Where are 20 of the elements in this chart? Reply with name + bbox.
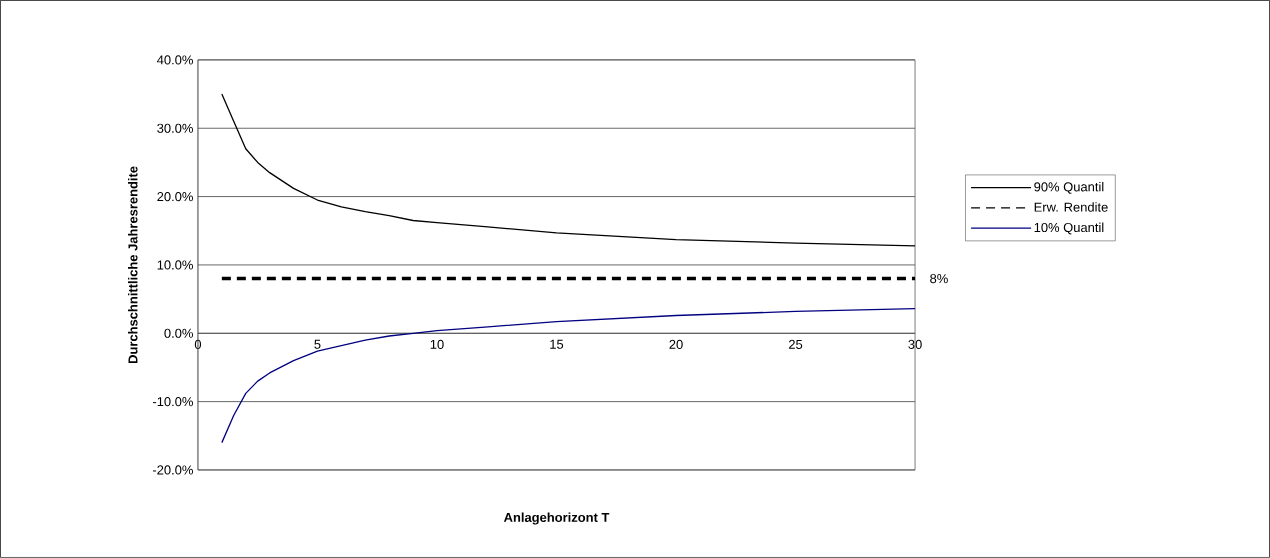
y-tick-label: 30.0% <box>157 123 193 133</box>
y-tick-label: 0.0% <box>164 328 193 338</box>
x-tick-label: 25 <box>788 339 803 350</box>
x-tick-label: 5 <box>314 339 321 349</box>
y-tick-label: -10.0% <box>152 397 193 407</box>
x-tick-label: 20 <box>669 339 683 350</box>
legend-label: 90% Quantil <box>1034 181 1104 194</box>
annotation: 8% <box>930 274 948 284</box>
x-tick-label: 10 <box>430 339 444 350</box>
x-tick-label: 30 <box>908 339 922 350</box>
x-axis-title: Anlagehorizont T <box>503 512 610 525</box>
legend-label: 10% Quantil <box>1034 222 1104 235</box>
y-tick-label: 20.0% <box>157 192 193 202</box>
x-tick-label: 0 <box>194 339 202 350</box>
y-tick-label: 40.0% <box>156 55 193 65</box>
x-tick-label: 15 <box>550 339 564 349</box>
y-tick-label: 10.0% <box>157 260 193 270</box>
y-tick-label: -20.0% <box>152 465 193 475</box>
legend-label: Erw. Rendite <box>1034 202 1108 212</box>
y-axis-title: Durchschnittliche Jahresrendite <box>128 166 138 364</box>
